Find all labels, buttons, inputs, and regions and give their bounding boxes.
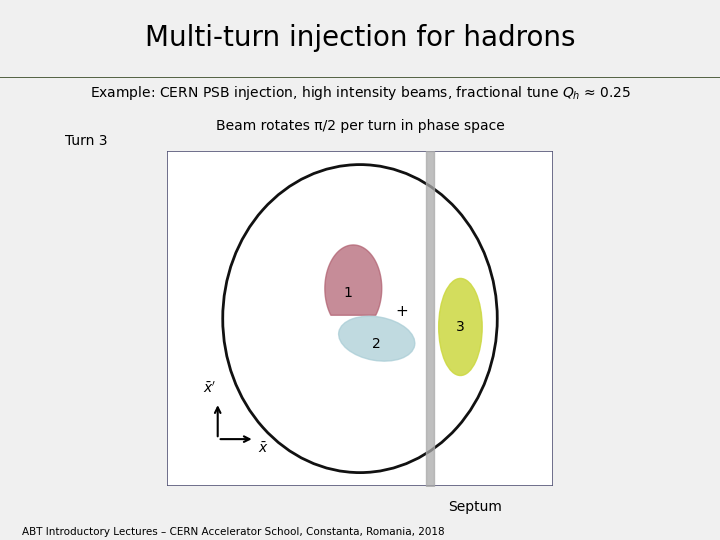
Text: Turn 3: Turn 3 xyxy=(65,133,107,147)
Text: Example: CERN PSB injection, high intensity beams, fractional tune $Q_h$ ≈ 0.25: Example: CERN PSB injection, high intens… xyxy=(89,84,631,102)
Text: $\bar{x}'$: $\bar{x}'$ xyxy=(203,380,216,396)
FancyBboxPatch shape xyxy=(168,151,552,486)
Text: 1: 1 xyxy=(344,287,353,300)
Text: Beam rotates π/2 per turn in phase space: Beam rotates π/2 per turn in phase space xyxy=(215,119,505,133)
Ellipse shape xyxy=(338,316,415,361)
Text: 2: 2 xyxy=(372,337,381,350)
Text: +: + xyxy=(395,305,408,319)
Text: Septum: Septum xyxy=(449,500,502,514)
Text: $\bar{x}$: $\bar{x}$ xyxy=(258,441,269,456)
Text: Multi-turn injection for hadrons: Multi-turn injection for hadrons xyxy=(145,24,575,52)
Polygon shape xyxy=(325,245,382,315)
Text: ABT Introductory Lectures – CERN Accelerator School, Constanta, Romania, 2018: ABT Introductory Lectures – CERN Acceler… xyxy=(22,527,444,537)
Ellipse shape xyxy=(438,279,482,375)
Text: 3: 3 xyxy=(456,320,465,334)
